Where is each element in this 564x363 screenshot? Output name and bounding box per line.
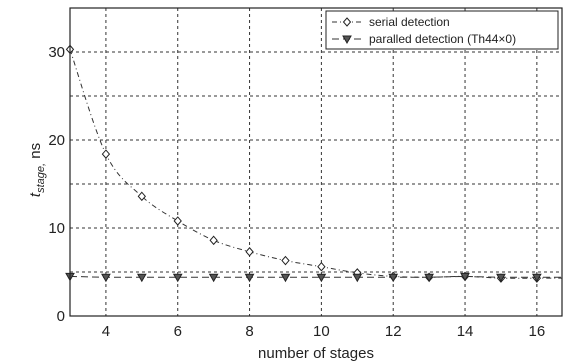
data-point (280, 273, 291, 283)
legend-item: serial detection (332, 15, 450, 29)
x-axis-label: number of stages (258, 345, 374, 362)
y-axis-label-unit: ns (27, 143, 44, 163)
x-tick-label: 12 (385, 323, 402, 340)
legend-box (325, 10, 559, 50)
data-point (352, 273, 363, 283)
data-point (496, 273, 506, 283)
data-point (424, 273, 434, 283)
x-tick-label: 8 (245, 323, 253, 340)
y-tick-label: 0 (57, 308, 65, 325)
legend-marker (342, 17, 352, 27)
data-point (317, 261, 326, 272)
grid (70, 8, 562, 316)
data-point (101, 149, 111, 159)
legend-label: paralled detection (Th44×0) (369, 32, 516, 46)
x-tick-label: 6 (174, 323, 182, 340)
data-point (244, 273, 255, 283)
data-point (460, 272, 470, 282)
y-tick-label: 20 (48, 132, 65, 149)
data-point (316, 273, 327, 283)
data-point (208, 273, 219, 283)
x-tick-label: 14 (457, 323, 474, 340)
y-tick-label: 30 (48, 44, 65, 61)
legend-items: serial detection paralled detection (Th44… (332, 15, 516, 46)
data-point (388, 273, 399, 283)
y-axis-label-subscript: stage, (35, 163, 47, 193)
data-point (281, 255, 290, 266)
tick-labels: 4 6 8 10 12 14 16 0 10 20 30 (48, 44, 545, 340)
legend-item: paralled detection (Th44×0) (332, 32, 516, 46)
data-point (101, 273, 111, 283)
data-point (245, 247, 254, 257)
y-axis-label-main: t (27, 192, 44, 197)
series-line (69, 49, 562, 279)
data-point (209, 235, 218, 246)
data-point (173, 216, 182, 226)
data-point (136, 273, 147, 283)
data-point (137, 191, 146, 202)
x-tick-label: 10 (313, 323, 330, 340)
legend: serial detection paralled detection (Th44… (325, 10, 559, 50)
series-2 (65, 272, 562, 283)
series-1 (65, 44, 562, 283)
data-point (531, 273, 542, 283)
x-tick-label: 4 (102, 323, 110, 340)
y-axis-label: tstage, ns (27, 143, 47, 197)
legend-marker (342, 35, 352, 45)
legend-label: serial detection (369, 15, 450, 29)
series-line (69, 275, 562, 278)
series-layer (65, 44, 562, 283)
data-point (172, 273, 183, 283)
plot-frame (69, 7, 563, 317)
y-tick-label: 10 (48, 220, 65, 237)
x-tick-label: 16 (529, 323, 546, 340)
